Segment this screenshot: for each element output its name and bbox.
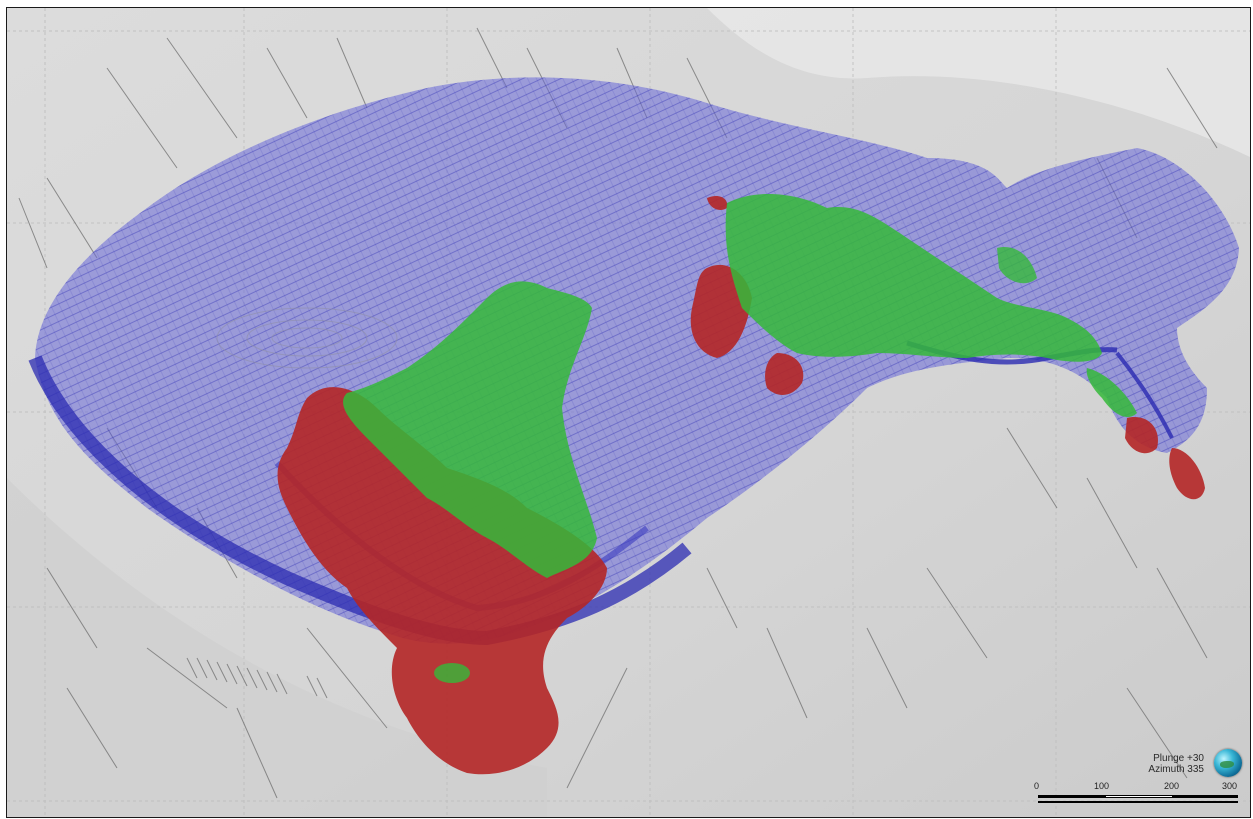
ore-medium-grade-main	[343, 281, 597, 578]
scale-base-line	[1038, 801, 1238, 803]
pit-floor-contours	[216, 307, 398, 369]
3d-viewport[interactable]: Plunge +30 Azimuth 335 0 100 200 300	[6, 7, 1251, 818]
plunge-readout: Plunge +30	[1153, 753, 1204, 764]
azimuth-readout: Azimuth 335	[1148, 764, 1204, 775]
scale-tick-0: 0	[1034, 781, 1040, 791]
ore-medium-grade-east-lobe	[997, 247, 1037, 284]
scale-tick-100: 100	[1094, 781, 1110, 791]
terrain-slope	[7, 478, 547, 817]
ore-medium-grade-patch	[434, 663, 470, 683]
scale-tick-300: 300	[1222, 781, 1238, 791]
ore-high-grade-east-3	[1125, 417, 1158, 454]
ore-medium-grade-east-tail	[1086, 368, 1137, 418]
scale-segment-2	[1106, 795, 1172, 798]
scale-segment-3	[1172, 795, 1238, 798]
orientation-scale-overlay: Plunge +30 Azimuth 335 0 100 200 300	[1034, 743, 1244, 813]
ore-high-grade-main	[277, 387, 607, 775]
drillholes	[18, 27, 1218, 799]
ore-high-grade-east-4	[1169, 448, 1205, 500]
scale-segment-1	[1038, 795, 1106, 798]
pit-rim-east-tail	[1115, 351, 1174, 439]
ore-medium-grade-east	[725, 193, 1102, 362]
scale-tick-200: 200	[1164, 781, 1180, 791]
ore-high-grade-east-2	[765, 353, 804, 395]
scene-canvas	[7, 8, 1250, 817]
terrain-ridge	[707, 8, 1250, 158]
ore-high-grade-east-5	[707, 196, 728, 210]
globe-icon[interactable]	[1214, 749, 1242, 777]
scale-bar	[1038, 795, 1238, 805]
